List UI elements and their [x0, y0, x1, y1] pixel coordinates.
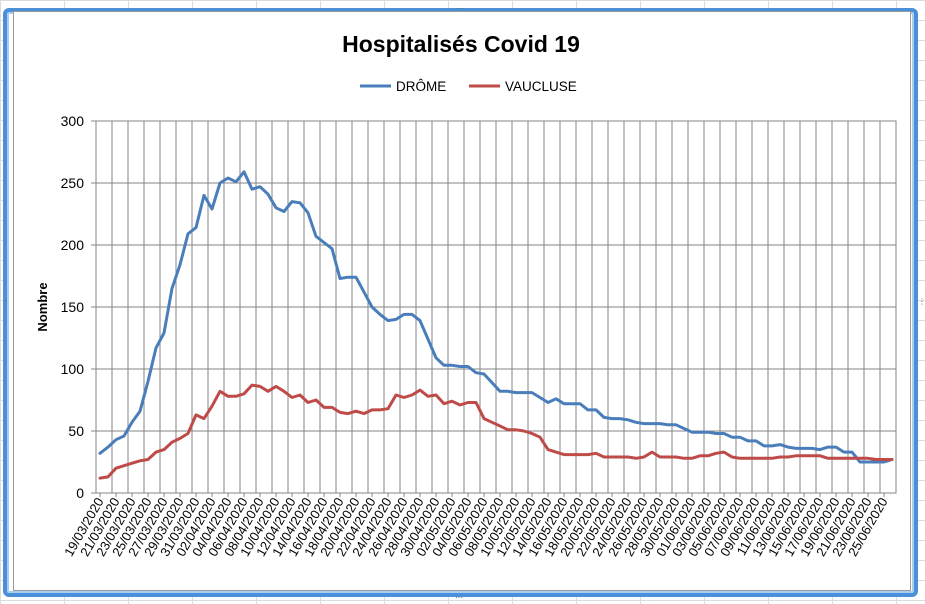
series-line-drôme [98, 170, 894, 464]
series-line-vaucluse [98, 383, 894, 480]
y-tick-label: 150 [61, 299, 85, 315]
y-tick-label: 300 [61, 113, 85, 129]
legend-label-vaucluse: VAUCLUSE [505, 79, 577, 94]
legend: DRÔME VAUCLUSE [360, 79, 577, 94]
y-tick-label: 0 [76, 485, 84, 501]
y-tick-label: 250 [61, 175, 85, 191]
y-axis-label: Nombre [35, 282, 50, 331]
resize-handle-top[interactable]: ⋯ [455, 4, 463, 13]
y-tick-label: 200 [61, 237, 85, 253]
resize-handle-left[interactable]: ⋮ [2, 297, 10, 306]
resize-handle-right[interactable]: ⋮ [918, 297, 925, 306]
resize-handle-bottom[interactable]: ⋯ [455, 593, 463, 602]
legend-label-drôme: DRÔME [396, 79, 446, 94]
x-tick-labels: 19/03/202021/03/202023/03/202025/03/2020… [61, 493, 891, 559]
chart-title: Hospitalisés Covid 19 [342, 31, 580, 57]
y-tick-label: 100 [61, 361, 85, 377]
horizontal-gridlines: 0 50 100 150 200 250 300 [61, 113, 896, 501]
y-tick-label: 50 [68, 423, 84, 439]
